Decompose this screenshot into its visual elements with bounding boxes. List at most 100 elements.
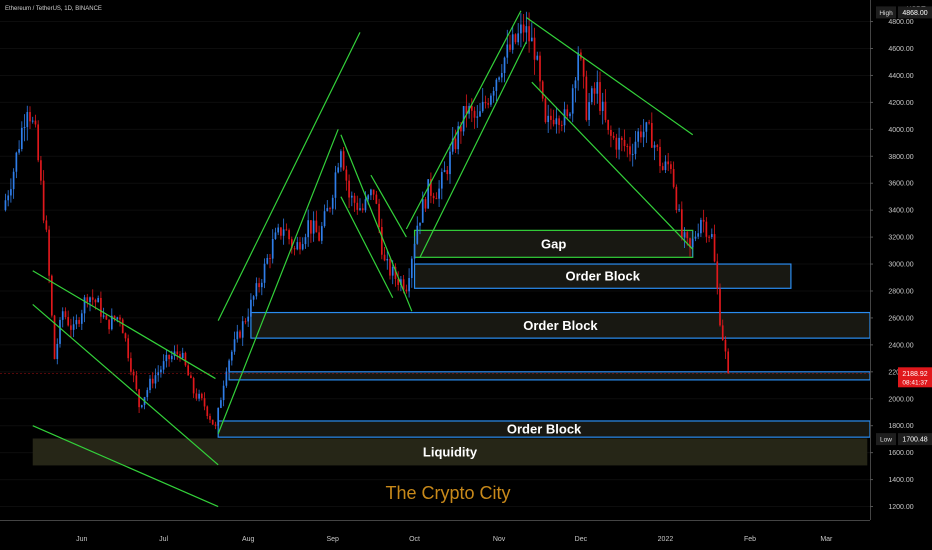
y-tick-label: 1200.00 (888, 504, 913, 511)
candle-down (378, 203, 380, 228)
x-tick-label: Dec (575, 536, 588, 543)
candle-up (10, 189, 12, 196)
candle-up (506, 44, 509, 58)
candle-down (394, 266, 397, 280)
candle-down (522, 24, 525, 33)
candle-down (675, 186, 678, 211)
candle-up (697, 233, 700, 237)
candle-up (97, 297, 100, 303)
candle-down (53, 315, 56, 360)
trend-line (531, 81, 694, 250)
trend-line (526, 17, 694, 136)
candle-down (689, 238, 691, 248)
high-tag-value-bg (898, 6, 932, 19)
candle-down (64, 311, 67, 318)
gap-zone (413, 229, 694, 258)
candle-down (244, 321, 247, 323)
low-tag-label: Low (880, 437, 892, 444)
x-tick-label: Aug (242, 536, 255, 543)
candle-up (476, 116, 479, 118)
candle-up (618, 137, 620, 150)
x-tick-label: Feb (744, 536, 756, 543)
candle-down (211, 419, 214, 425)
candle-up (89, 297, 91, 302)
candle-down (541, 81, 544, 99)
candle-up (451, 138, 454, 152)
candle-down (640, 131, 642, 138)
candle-down (607, 119, 610, 130)
candle-up (492, 90, 495, 96)
candle-up (326, 208, 329, 212)
low-tag-value: 1700.48 (902, 437, 927, 444)
candle-up (427, 179, 430, 209)
candle-up (457, 126, 460, 150)
candle-up (56, 343, 59, 360)
candle-up (15, 152, 18, 172)
y-axis-bg (870, 0, 932, 550)
candle-down (29, 112, 31, 122)
candle-up (217, 407, 220, 426)
high-tag-value: 4868.00 (902, 10, 927, 17)
y-tick-label: 2400.00 (888, 342, 913, 349)
candle-up (247, 316, 250, 322)
candle-down (37, 124, 40, 161)
candle-down (514, 34, 517, 43)
candle-down (460, 126, 462, 132)
y-tick-label: 3400.00 (888, 208, 913, 215)
candle-up (391, 266, 394, 276)
candle-down (599, 82, 601, 111)
candle-down (108, 319, 110, 330)
x-axis[interactable]: Jun Jul Aug Sep Oct Nov Dec 2022 Feb Mar (0, 520, 870, 544)
liquidity-label: Liquidity (423, 444, 478, 459)
x-tick-label: 2022 (658, 536, 674, 543)
candle-down (626, 146, 629, 148)
candle-up (75, 320, 78, 325)
candle-up (160, 369, 162, 373)
candle-down (299, 242, 301, 250)
candle-up (20, 127, 23, 150)
candle-down (105, 315, 108, 320)
candle-up (577, 52, 580, 81)
candle-down (623, 139, 626, 147)
candle-down (290, 239, 293, 249)
candle-down (509, 44, 511, 50)
candle-up (146, 390, 149, 398)
candle-down (45, 220, 48, 230)
y-axis[interactable]: 1200.001400.001600.001800.002000.002200.… (870, 0, 932, 550)
candle-down (552, 119, 555, 125)
candle-up (588, 102, 590, 120)
candle-down (454, 138, 457, 150)
candle-up (320, 226, 323, 241)
candle-up (490, 95, 492, 105)
candle-up (277, 227, 280, 233)
candle-down (430, 179, 432, 196)
candle-up (637, 131, 640, 142)
candle-up (26, 112, 29, 128)
candle-down (402, 279, 405, 290)
x-tick-label: Sep (326, 536, 339, 543)
candle-down (40, 160, 42, 181)
candle-up (691, 238, 694, 248)
candle-up (255, 283, 258, 297)
candle-up (631, 153, 634, 155)
candle-up (596, 82, 599, 94)
candle-down (113, 315, 116, 320)
trend-line (370, 174, 407, 238)
candle-down (582, 58, 585, 77)
candle-up (61, 311, 64, 320)
trend-line (32, 270, 216, 380)
price-grid (0, 21, 870, 508)
candle-up (228, 360, 230, 372)
trend-line (32, 304, 219, 466)
candle-up (547, 115, 550, 123)
x-tick-label: Jul (159, 536, 168, 543)
x-tick-label: Mar (820, 536, 833, 543)
candle-up (359, 208, 361, 210)
candle-up (250, 299, 252, 317)
candle-up (116, 317, 119, 320)
candle-down (721, 325, 724, 340)
candle-down (329, 208, 331, 210)
y-tick-label: 3800.00 (888, 154, 913, 161)
candle-up (498, 77, 500, 80)
order-block-zone (250, 311, 871, 339)
